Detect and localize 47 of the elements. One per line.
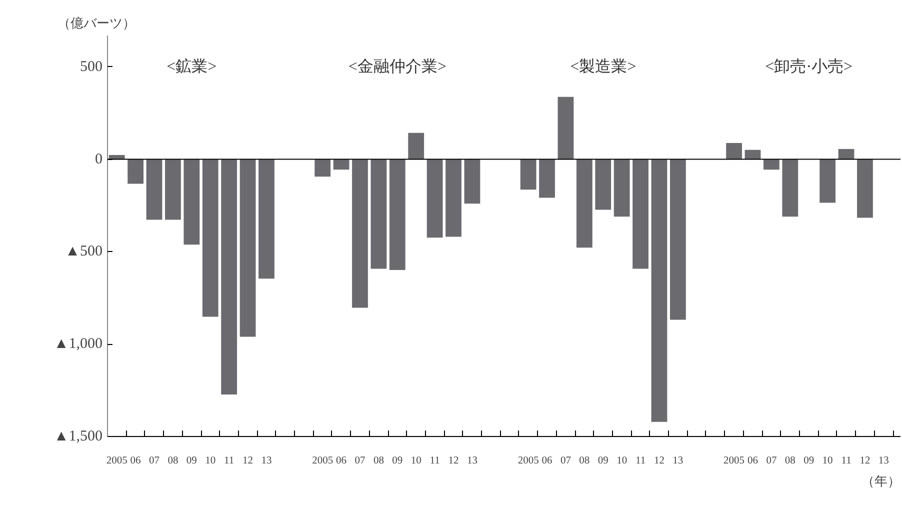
x-tick-label: 13: [878, 456, 889, 466]
y-tick-label: ▲1,500: [54, 428, 103, 444]
x-tick-label: 13: [466, 456, 478, 466]
x-tick-label: 07: [354, 456, 366, 466]
x-tick-label: 2005: [724, 456, 745, 466]
x-tick-label: 06: [542, 456, 552, 466]
x-tick-label: 12: [860, 456, 870, 466]
y-tick-label: 500: [80, 58, 102, 75]
annotation: <金融仲介業>: [348, 58, 446, 76]
x-tick-label: 11: [224, 456, 234, 466]
x-tick-label: 2005: [312, 456, 334, 466]
x-tick-label: 09: [804, 456, 814, 466]
x-tick-label: 13: [672, 456, 684, 466]
x-tick-label: 12: [654, 456, 664, 466]
x-tick-label: 07: [766, 456, 777, 466]
x-tick-label: 12: [448, 456, 459, 466]
x-tick-label: 08: [168, 456, 178, 466]
x-tick-label: 10: [616, 456, 628, 466]
x-tick-label: 10: [205, 456, 216, 466]
x-tick-label: 09: [598, 456, 608, 466]
x-tick-label: 10: [410, 456, 422, 466]
x-tick-label: 06: [130, 456, 141, 466]
x-tick-label: 07: [560, 456, 571, 466]
x-tick-label: 08: [784, 456, 796, 466]
y-tick-label: ▲1,000: [54, 336, 103, 352]
x-tick-label: 07: [149, 456, 160, 466]
x-tick-label: 09: [186, 456, 197, 466]
annotation: <製造業>: [570, 58, 636, 76]
annotation: <卸売·小売>: [765, 58, 853, 76]
x-axis-title: （年）: [862, 474, 900, 488]
x-tick-label: 09: [392, 456, 403, 466]
y-axis-title: （億バーツ）: [58, 16, 136, 30]
x-tick-label: 06: [748, 456, 758, 466]
x-tick-label: 11: [430, 456, 440, 466]
x-tick-label: 11: [635, 456, 646, 466]
x-tick-label: 10: [822, 456, 833, 466]
x-tick-label: 12: [242, 456, 254, 466]
x-tick-label: 2005: [106, 456, 128, 466]
x-tick-label: 06: [336, 456, 347, 466]
x-tick-label: 11: [841, 456, 852, 466]
x-tick-label: 13: [261, 456, 272, 466]
x-tick-label: 2005: [518, 456, 539, 466]
y-tick-label: ▲500: [65, 244, 103, 260]
y-tick-label: 0: [95, 151, 102, 168]
x-tick-label: 08: [579, 456, 590, 466]
x-tick-label: 08: [373, 456, 384, 466]
annotation: <鉱業>: [166, 58, 217, 76]
